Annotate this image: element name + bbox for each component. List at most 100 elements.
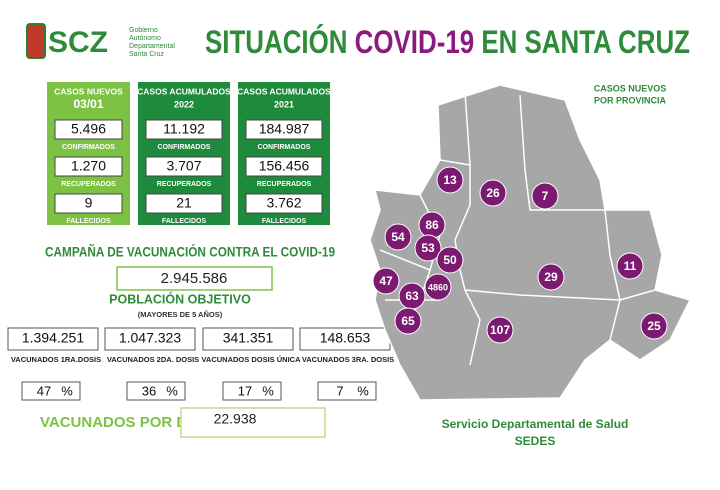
percent-sign: % <box>262 383 274 398</box>
card-title: CASOS NUEVOS <box>54 86 123 96</box>
stat-label: RECUPERADOS <box>61 181 116 188</box>
percent-value: 7 <box>336 383 343 398</box>
card-title: CASOS ACUMULADOS <box>137 86 231 96</box>
target-box <box>116 266 273 291</box>
vaccination-title: CAMPAÑA DE VACUNACIÓN CONTRA EL COVID-19 <box>45 245 335 260</box>
stat-box <box>245 156 323 177</box>
province-cases: 4860 <box>428 282 448 292</box>
card-subtitle: 2021 <box>274 99 294 109</box>
dose-label: VACUNADOS 1RA.DOSIS <box>11 355 101 364</box>
footer-acronym: SEDES <box>515 434 556 448</box>
province-cases: 86 <box>425 218 439 232</box>
target-label: POBLACIÓN OBJETIVO <box>109 291 251 306</box>
dose-value: 1.047.323 <box>119 330 181 346</box>
percent-box <box>126 381 186 401</box>
main-title: SITUACIÓN COVID-19 EN SANTA CRUZ <box>205 24 690 60</box>
footer-org: Servicio Departamental de Salud <box>442 417 629 431</box>
dose-box <box>104 327 196 351</box>
province-cases: 50 <box>443 253 457 267</box>
stat-label: FALLECIDOS <box>66 218 111 225</box>
province-markers: 13 26 7 86 54 53 50 47 4860 63 29 11 65 107 25 <box>372 166 668 344</box>
dose-value: 148.653 <box>320 330 371 346</box>
province-marker <box>436 166 464 194</box>
percent-sign: % <box>61 383 73 398</box>
province-cases: 54 <box>391 230 405 244</box>
dose-box <box>7 327 99 351</box>
stat-value: 11.192 <box>163 121 205 137</box>
percent-value: 47 <box>37 383 51 398</box>
stat-value: 5.496 <box>71 121 106 137</box>
title-part: COVID-19 <box>355 24 474 60</box>
percent-box <box>317 381 377 401</box>
province-cases: 63 <box>405 289 419 303</box>
dose-value: 1.394.251 <box>22 330 84 346</box>
percent-sign: % <box>166 383 178 398</box>
stat-value: 156.456 <box>259 158 310 174</box>
stat-box <box>145 193 223 214</box>
map-title: CASOS NUEVOS <box>594 83 667 93</box>
logo-caption: Departamental <box>129 43 175 50</box>
stat-value: 21 <box>176 195 192 211</box>
map: CASOS NUEVOS POR PROVINCIA 13 26 7 86 54 53 50… <box>369 83 692 401</box>
logo-caption: Santa Cruz <box>129 51 165 58</box>
province-cases: 107 <box>490 323 510 337</box>
dose-label: VACUNADOS 3RA. DOSIS <box>302 355 394 364</box>
province-marker <box>616 252 644 280</box>
card-subtitle: 03/01 <box>73 97 103 111</box>
stat-value: 184.987 <box>259 121 310 137</box>
logo-text: SCZ <box>48 26 108 59</box>
department-outline <box>369 84 692 401</box>
province-cases: 7 <box>542 189 549 203</box>
province-cases: 29 <box>544 270 558 284</box>
dose-label: VACUNADOS DOSIS ÚNICA <box>201 355 301 364</box>
percent-value: 36 <box>142 383 156 398</box>
province-marker <box>531 182 559 210</box>
percent-box <box>222 381 282 401</box>
province-cases: 13 <box>443 173 457 187</box>
province-marker <box>394 307 422 335</box>
stat-label: CONFIRMADOS <box>158 144 211 151</box>
stat-box <box>245 119 323 140</box>
title-part: SITUACIÓN <box>205 24 347 60</box>
province-cases: 53 <box>421 241 435 255</box>
stat-label: FALLECIDOS <box>162 218 207 225</box>
percent-value: 17 <box>238 383 252 398</box>
stat-box <box>145 119 223 140</box>
province-marker <box>424 273 452 301</box>
dose-box <box>202 327 294 351</box>
province-cases: 25 <box>647 319 661 333</box>
card-title: CASOS ACUMULADOS <box>237 86 331 96</box>
stat-label: RECUPERADOS <box>257 181 312 188</box>
target-value: 2.945.586 <box>161 270 228 287</box>
logo-caption: Gobierno <box>129 27 158 34</box>
stat-value: 3.762 <box>266 195 301 211</box>
province-marker <box>436 246 464 274</box>
stat-box <box>245 193 323 214</box>
logo-caption: Autónomo <box>129 35 161 42</box>
per-day-box <box>180 407 326 438</box>
province-marker <box>640 312 668 340</box>
province-cases: 26 <box>486 186 500 200</box>
province-marker <box>372 267 400 295</box>
stat-box <box>145 156 223 177</box>
province-marker <box>479 179 507 207</box>
stat-label: CONFIRMADOS <box>258 144 311 151</box>
province-marker <box>486 316 514 344</box>
per-day-label: VACUNADOS POR DÍA <box>40 414 202 431</box>
province-cases: 65 <box>401 314 415 328</box>
coat-of-arms <box>26 23 46 59</box>
card-subtitle: 2022 <box>174 99 194 109</box>
stat-value: 1.270 <box>71 158 106 174</box>
stat-label: RECUPERADOS <box>157 181 212 188</box>
stat-label: CONFIRMADOS <box>62 144 115 151</box>
province-marker <box>537 263 565 291</box>
percent-box <box>21 381 81 401</box>
percent-sign: % <box>357 383 369 398</box>
dose-value: 341.351 <box>223 330 274 346</box>
stat-box <box>54 193 123 214</box>
stat-box <box>54 119 123 140</box>
stat-value: 9 <box>85 195 93 211</box>
title-part: EN SANTA CRUZ <box>481 24 690 60</box>
